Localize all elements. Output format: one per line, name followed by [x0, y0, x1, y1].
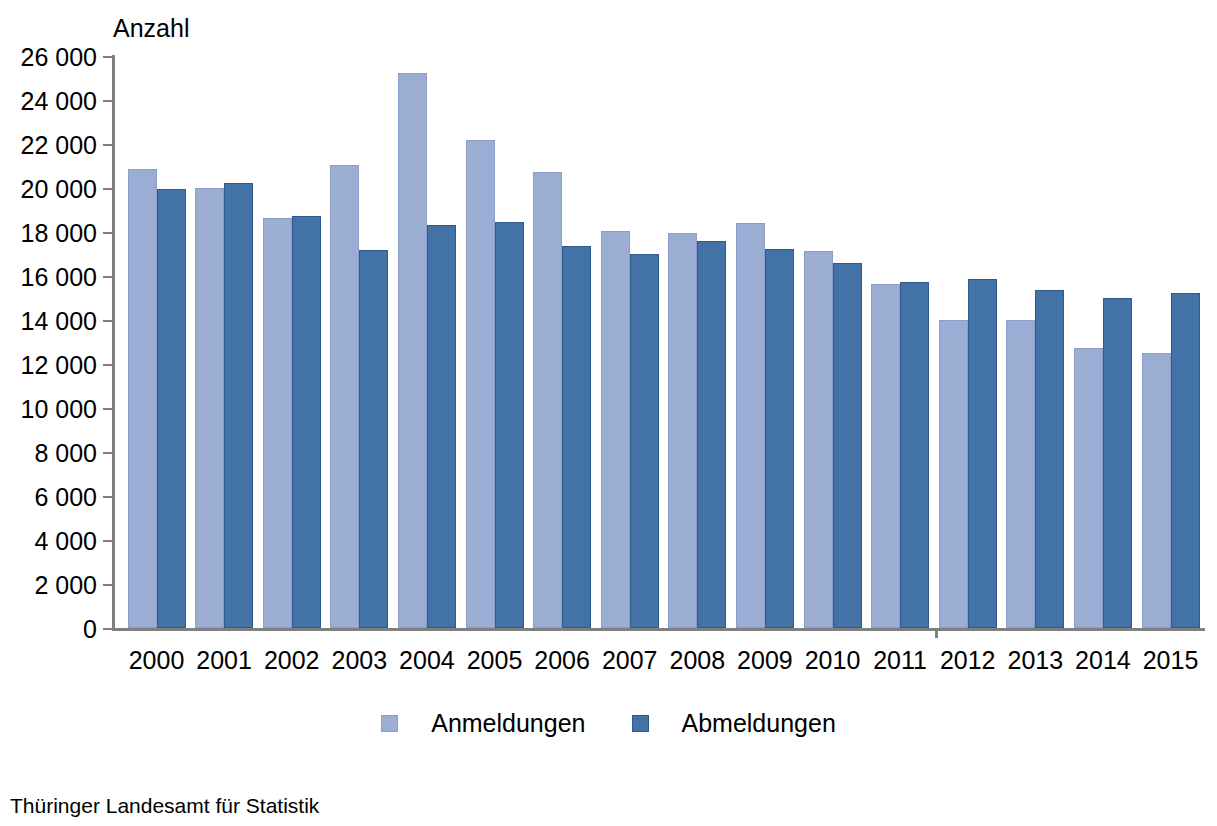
legend: Anmeldungen Abmeldungen — [0, 705, 1217, 741]
x-tick-label-2002: 2002 — [258, 645, 326, 675]
bar-anmeldungen-2006 — [533, 172, 562, 628]
bar-abmeldungen-2012 — [968, 279, 997, 628]
x-tick-label-2012: 2012 — [934, 645, 1002, 675]
bar-anmeldungen-2008 — [668, 233, 697, 628]
bar-anmeldungen-2013 — [1006, 320, 1035, 628]
y-tick-label-22000: 22 000 — [0, 131, 97, 159]
bar-anmeldungen-2009 — [736, 223, 765, 628]
bar-anmeldungen-2002 — [263, 218, 292, 628]
bar-anmeldungen-2012 — [939, 320, 968, 628]
y-tick-12000 — [103, 364, 113, 366]
bar-abmeldungen-2004 — [427, 225, 456, 628]
bar-abmeldungen-2011 — [900, 282, 929, 628]
x-axis-line — [112, 628, 1205, 631]
legend-label-anmeldungen: Anmeldungen — [431, 708, 585, 738]
y-tick-18000 — [103, 232, 113, 234]
bar-abmeldungen-2008 — [697, 241, 726, 628]
y-tick-22000 — [103, 144, 113, 146]
y-tick-4000 — [103, 540, 113, 542]
bar-abmeldungen-2007 — [630, 254, 659, 628]
y-axis-line — [112, 55, 115, 631]
bar-anmeldungen-2003 — [330, 165, 359, 628]
bar-abmeldungen-2009 — [765, 249, 794, 628]
x-axis-divider-tick — [935, 631, 938, 638]
bar-abmeldungen-2003 — [359, 250, 388, 628]
x-tick-label-2010: 2010 — [799, 645, 867, 675]
x-tick-label-2007: 2007 — [596, 645, 664, 675]
abmeldungen-swatch-icon — [632, 715, 649, 732]
x-tick-label-2014: 2014 — [1069, 645, 1137, 675]
legend-item-anmeldungen: Anmeldungen — [381, 708, 585, 738]
source-text: Thüringer Landesamt für Statistik — [10, 793, 319, 819]
bar-abmeldungen-2000 — [157, 189, 186, 628]
y-tick-6000 — [103, 496, 113, 498]
bar-anmeldungen-2001 — [195, 188, 224, 628]
bar-abmeldungen-2014 — [1103, 298, 1132, 628]
bar-abmeldungen-2010 — [833, 263, 862, 628]
y-tick-label-0: 0 — [0, 615, 97, 643]
x-tick-label-2013: 2013 — [1001, 645, 1069, 675]
bar-anmeldungen-2005 — [466, 140, 495, 628]
y-tick-10000 — [103, 408, 113, 410]
x-tick-label-2015: 2015 — [1137, 645, 1205, 675]
x-tick-label-2004: 2004 — [393, 645, 461, 675]
y-tick-label-14000: 14 000 — [0, 307, 97, 335]
y-tick-label-10000: 10 000 — [0, 395, 97, 423]
y-tick-label-12000: 12 000 — [0, 351, 97, 379]
bar-anmeldungen-2014 — [1074, 348, 1103, 628]
x-tick-label-2005: 2005 — [461, 645, 529, 675]
legend-label-abmeldungen: Abmeldungen — [682, 708, 836, 738]
legend-item-abmeldungen: Abmeldungen — [632, 708, 836, 738]
y-tick-label-24000: 24 000 — [0, 87, 97, 115]
y-tick-26000 — [103, 56, 113, 58]
y-tick-label-20000: 20 000 — [0, 175, 97, 203]
y-tick-label-4000: 4 000 — [0, 527, 97, 555]
y-tick-label-6000: 6 000 — [0, 483, 97, 511]
y-tick-label-26000: 26 000 — [0, 43, 97, 71]
y-tick-2000 — [103, 584, 113, 586]
bar-anmeldungen-2007 — [601, 231, 630, 628]
bar-anmeldungen-2015 — [1142, 353, 1171, 628]
bar-anmeldungen-2004 — [398, 73, 427, 628]
chart-page: Anzahl Anmeldungen Abmeldungen Thüringer… — [0, 0, 1217, 826]
bar-abmeldungen-2015 — [1171, 293, 1200, 628]
bar-abmeldungen-2013 — [1035, 290, 1064, 628]
x-tick-label-2011: 2011 — [866, 645, 934, 675]
y-tick-14000 — [103, 320, 113, 322]
y-tick-label-2000: 2 000 — [0, 571, 97, 599]
y-tick-label-8000: 8 000 — [0, 439, 97, 467]
bar-abmeldungen-2006 — [562, 246, 591, 628]
y-tick-24000 — [103, 100, 113, 102]
x-tick-label-2001: 2001 — [190, 645, 258, 675]
x-tick-label-2006: 2006 — [528, 645, 596, 675]
y-tick-8000 — [103, 452, 113, 454]
x-tick-label-2000: 2000 — [123, 645, 191, 675]
y-axis-title: Anzahl — [113, 13, 189, 43]
bar-abmeldungen-2001 — [224, 183, 253, 628]
bar-anmeldungen-2010 — [804, 251, 833, 628]
y-tick-16000 — [103, 276, 113, 278]
y-tick-label-16000: 16 000 — [0, 263, 97, 291]
bar-abmeldungen-2005 — [495, 222, 524, 628]
y-tick-20000 — [103, 188, 113, 190]
x-tick-label-2009: 2009 — [731, 645, 799, 675]
y-tick-0 — [103, 628, 113, 630]
y-tick-label-18000: 18 000 — [0, 219, 97, 247]
bar-abmeldungen-2002 — [292, 216, 321, 628]
x-tick-label-2008: 2008 — [663, 645, 731, 675]
x-tick-label-2003: 2003 — [325, 645, 393, 675]
anmeldungen-swatch-icon — [381, 715, 398, 732]
bar-anmeldungen-2011 — [871, 284, 900, 628]
bar-anmeldungen-2000 — [128, 169, 157, 628]
